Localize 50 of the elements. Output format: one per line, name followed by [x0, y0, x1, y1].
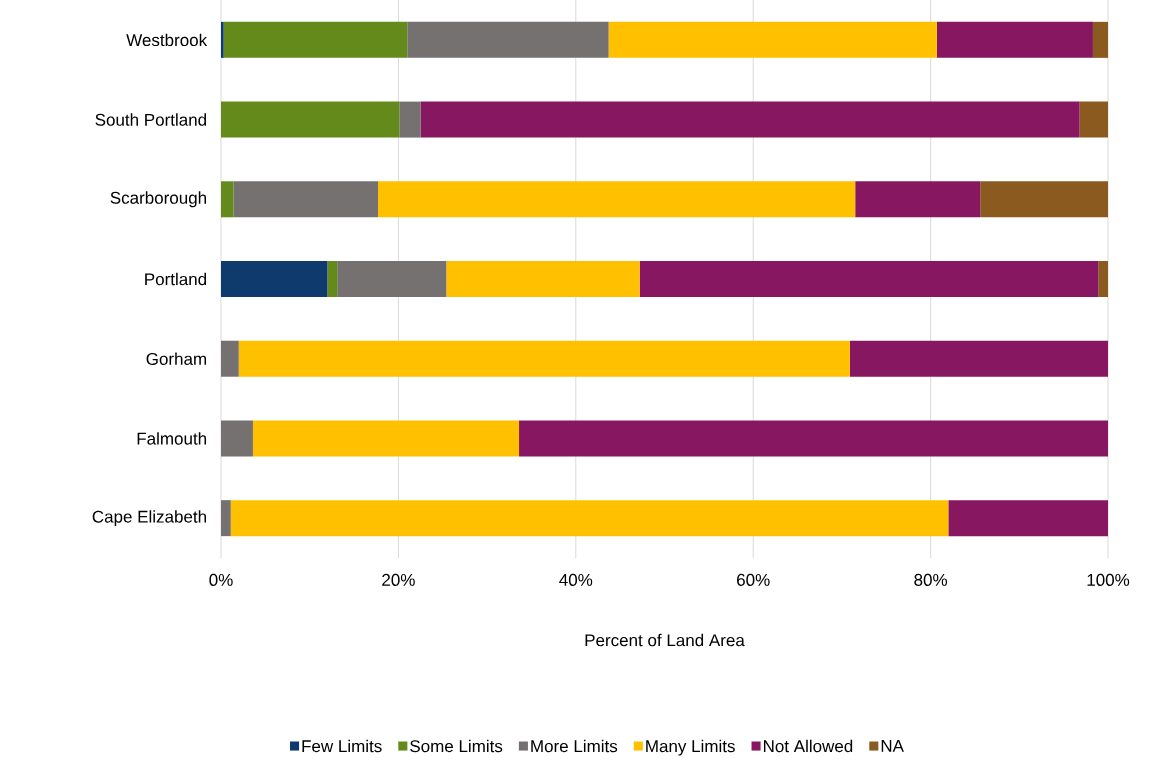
- bar: [221, 21, 224, 58]
- x-tick-label: 80%: [914, 573, 948, 586]
- legend-label: Many Limits: [646, 739, 735, 756]
- bar: [327, 261, 338, 298]
- bar: [230, 500, 949, 537]
- bar: [221, 101, 400, 138]
- y-tick-label: South Portland: [95, 113, 207, 126]
- bar: [420, 101, 1080, 138]
- x-tick-label: 100%: [1087, 573, 1130, 586]
- bar: [337, 261, 447, 298]
- bar: [399, 101, 421, 138]
- bar: [223, 21, 408, 58]
- bar: [936, 21, 1093, 58]
- y-tick-label: Gorham: [146, 352, 207, 365]
- bar: [519, 420, 1109, 457]
- bar: [221, 500, 231, 537]
- bar: [378, 181, 856, 218]
- legend-label: Not Allowed: [763, 739, 853, 753]
- x-tick-label: 20%: [382, 573, 415, 586]
- x-tick-label: 40%: [559, 573, 593, 586]
- bar: [238, 340, 850, 377]
- bar: [608, 21, 937, 58]
- bar: [1092, 21, 1109, 58]
- x-axis-title: Percent of Land Area: [585, 633, 745, 647]
- bar: [639, 261, 1099, 298]
- bar: [980, 181, 1109, 218]
- bar: [407, 21, 609, 58]
- y-tick-label: Westbrook: [126, 33, 208, 47]
- y-tick-label: Scarborough: [110, 191, 207, 208]
- bar: [948, 500, 1109, 537]
- y-tick-label: Cape Elizabeth: [92, 510, 206, 527]
- bar: [1098, 261, 1109, 298]
- bar: [221, 420, 253, 457]
- bar: [446, 261, 640, 298]
- legend-label: Few Limits: [302, 739, 382, 753]
- legend-label: NA: [881, 740, 904, 752]
- x-tick-label: 60%: [737, 573, 770, 586]
- bar: [1079, 101, 1109, 138]
- bar: [252, 420, 520, 457]
- y-tick-label: Portland: [145, 272, 207, 286]
- bar: [849, 340, 1109, 377]
- bar: [221, 261, 328, 298]
- x-tick-label: 0%: [209, 573, 233, 586]
- legend-label: More Limits: [531, 739, 618, 753]
- bar: [855, 181, 981, 218]
- legend-label: Some Limits: [410, 739, 503, 753]
- bar: [233, 181, 378, 218]
- y-tick-label: Falmouth: [137, 432, 207, 445]
- bar: [221, 181, 234, 218]
- bar: [221, 340, 239, 377]
